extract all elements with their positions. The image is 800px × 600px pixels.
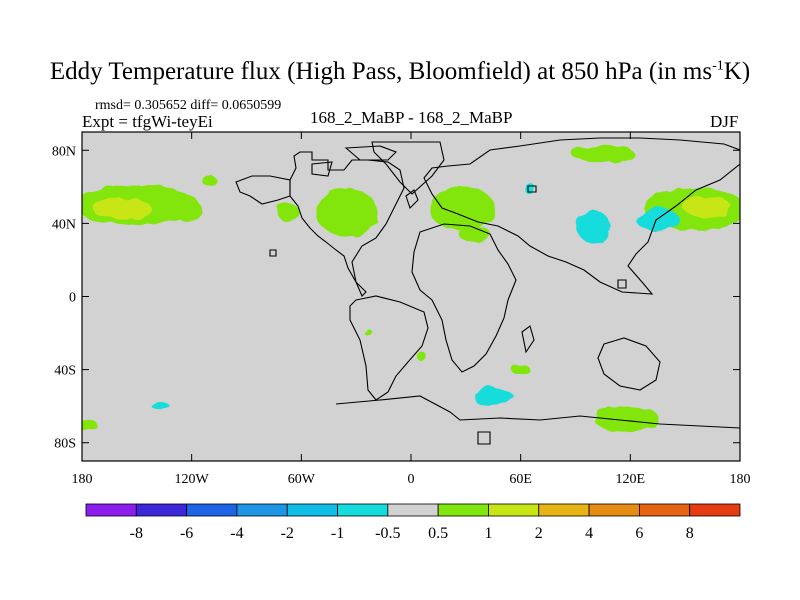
colorbar-swatch-2 <box>186 503 238 517</box>
field-region-2 <box>173 199 203 222</box>
experiment-label: Expt = tfgWi-teyEi <box>82 112 213 131</box>
field-region-10 <box>683 195 731 218</box>
x-tick-label-2: 60W <box>288 472 316 487</box>
south-america-coast <box>349 295 429 401</box>
field-region-7 <box>458 227 492 242</box>
colorbar-label-2: -4 <box>230 525 243 542</box>
field-region-6 <box>429 186 496 231</box>
field-region-18 <box>151 402 170 410</box>
season-label: DJF <box>710 112 739 131</box>
field-region-8 <box>571 144 634 164</box>
antarctica-coast <box>335 395 740 429</box>
eurasia-coast <box>423 137 740 295</box>
chart-title: Eddy Temperature flux (High Pass, Bloomf… <box>49 58 751 85</box>
colorbar-label-4: -1 <box>331 525 344 542</box>
colorbar-swatch-3 <box>236 503 288 517</box>
colorbar-label-9: 4 <box>585 525 593 542</box>
x-tick-label-6: 180 <box>730 472 751 487</box>
field-region-19 <box>593 406 660 432</box>
coastlines <box>235 137 740 445</box>
y-tick-label-3: 40S <box>54 364 76 379</box>
x-tick-label-1: 120W <box>175 472 210 487</box>
field-region-17 <box>365 329 373 337</box>
africa-coast <box>411 223 517 373</box>
y-tick-label-4: 80S <box>54 437 76 452</box>
plot-background <box>82 132 740 461</box>
colorbar-swatch-7 <box>437 503 489 517</box>
alaska-coast <box>235 175 291 205</box>
north-america-coast <box>289 151 405 297</box>
british-isles-coast <box>405 189 419 210</box>
colorbar-label-5: -0.5 <box>375 525 400 542</box>
y-tick-label-0: 80N <box>52 144 76 159</box>
field-region-4 <box>277 203 300 222</box>
colorbar-swatch-9 <box>538 503 590 517</box>
colorbar-label-7: 1 <box>484 525 492 542</box>
colorbar-label-1: -6 <box>180 525 193 542</box>
madagascar-coast <box>521 325 535 354</box>
field-region-20 <box>82 420 99 432</box>
australia-coast <box>597 337 661 391</box>
colorbar-label-10: 6 <box>635 525 643 542</box>
field-region-14 <box>473 387 514 407</box>
greenland-coast <box>371 141 445 195</box>
field-region-12 <box>635 208 680 231</box>
colorbar-label-3: -2 <box>281 525 294 542</box>
colorbar-swatch-1 <box>135 503 188 517</box>
colorbar-label-11: 8 <box>686 525 694 542</box>
colorbar-label-0: -8 <box>130 525 143 542</box>
center-label: 168_2_MaBP - 168_2_MaBP <box>310 108 513 127</box>
y-tick-label-2: 0 <box>69 291 76 306</box>
field-region-1 <box>92 197 152 220</box>
colorbar-swatch-6 <box>387 503 439 517</box>
x-tick-label-0: 180 <box>72 472 93 487</box>
field-region-11 <box>577 210 611 244</box>
flux-fields <box>82 144 740 432</box>
field-region-16 <box>416 353 428 361</box>
x-tick-label-3: 0 <box>408 472 415 487</box>
colorbar-swatch-4 <box>286 503 338 517</box>
x-tick-label-5: 120E <box>616 472 646 487</box>
colorbar-swatch-0 <box>85 503 137 517</box>
colorbar-swatch-8 <box>488 503 540 517</box>
x-tick-label-4: 60E <box>509 472 532 487</box>
field-region-15 <box>511 364 530 376</box>
field-region-5 <box>315 188 379 237</box>
north-america-arctic-islands <box>311 145 397 177</box>
colorbar: -8 -6 -4 -2 -1 -0.5 0.5 1 2 4 6 8 <box>85 503 741 542</box>
colorbar-label-6: 0.5 <box>428 525 448 542</box>
colorbar-swatch-11 <box>638 503 691 517</box>
field-region-3 <box>202 175 218 187</box>
islands-coast <box>269 185 627 445</box>
axes: 180 120W 60W 0 60E 120E 180 80N 40N 0 40S 80S <box>52 132 751 487</box>
stats-label: rmsd= 0.305652 diff= 0.0650599 <box>95 98 282 113</box>
colorbar-swatch-12 <box>689 503 741 517</box>
y-tick-label-1: 40N <box>52 217 76 232</box>
colorbar-swatch-5 <box>337 503 389 517</box>
colorbar-swatch-10 <box>588 503 640 517</box>
colorbar-label-8: 2 <box>535 525 543 542</box>
